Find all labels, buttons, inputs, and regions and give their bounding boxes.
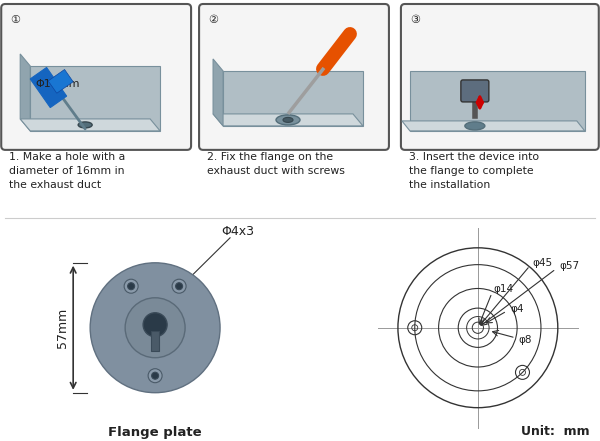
Circle shape [152, 372, 158, 379]
Text: Flange plate: Flange plate [108, 426, 202, 439]
Circle shape [125, 298, 185, 358]
Polygon shape [213, 59, 223, 126]
FancyBboxPatch shape [401, 4, 599, 150]
Text: 2. Fix the flange on the
exhaust duct with screws: 2. Fix the flange on the exhaust duct wi… [207, 152, 345, 176]
FancyBboxPatch shape [199, 4, 389, 150]
Polygon shape [20, 54, 30, 131]
Text: 57mm: 57mm [56, 308, 69, 348]
Bar [410, 71, 585, 131]
Text: Φ16mm: Φ16mm [35, 79, 80, 89]
Text: φ8: φ8 [519, 335, 532, 345]
Circle shape [143, 313, 167, 337]
Ellipse shape [78, 122, 92, 128]
Circle shape [124, 279, 138, 293]
Ellipse shape [276, 115, 300, 125]
Ellipse shape [465, 122, 485, 130]
FancyBboxPatch shape [461, 80, 489, 102]
Circle shape [128, 283, 134, 290]
Bar [30, 66, 160, 131]
Text: Unit:  mm: Unit: mm [521, 425, 590, 438]
Circle shape [148, 369, 162, 383]
Text: Φ4x3: Φ4x3 [221, 225, 254, 238]
Polygon shape [213, 114, 363, 126]
Ellipse shape [283, 117, 293, 123]
Bar [151, 331, 159, 351]
Polygon shape [20, 119, 160, 131]
Circle shape [90, 263, 220, 392]
Circle shape [172, 279, 186, 293]
Circle shape [176, 283, 182, 290]
Text: φ57: φ57 [559, 262, 580, 271]
FancyBboxPatch shape [1, 4, 191, 150]
Text: ①: ① [10, 15, 20, 25]
Polygon shape [402, 121, 585, 131]
Text: φ14: φ14 [493, 284, 514, 294]
Bar [223, 71, 363, 126]
Text: φ4: φ4 [510, 304, 523, 314]
Bar [48, 70, 73, 93]
Text: 3. Insert the device into
the flange to complete
the installation: 3. Insert the device into the flange to … [409, 152, 539, 190]
Text: φ45: φ45 [533, 258, 553, 268]
Bar [30, 67, 67, 108]
Text: ②: ② [208, 15, 218, 25]
Text: ③: ③ [410, 15, 420, 25]
Text: 1. Make a hole with a
diameter of 16mm in
the exhaust duct: 1. Make a hole with a diameter of 16mm i… [9, 152, 125, 190]
